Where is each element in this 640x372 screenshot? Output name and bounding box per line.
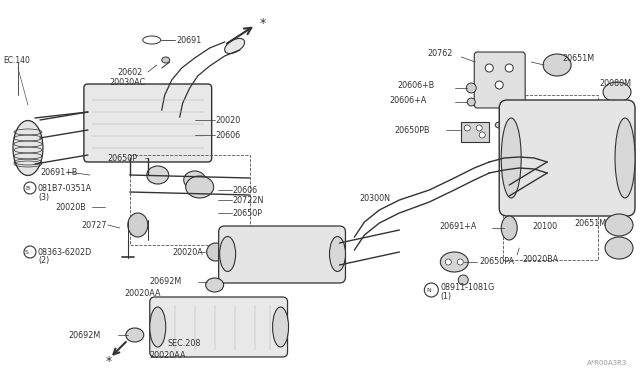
Ellipse shape [205, 278, 223, 292]
Ellipse shape [440, 252, 468, 272]
Text: 20300N: 20300N [360, 193, 390, 202]
Text: 20650PB: 20650PB [394, 125, 430, 135]
Text: 20020A: 20020A [173, 247, 204, 257]
Ellipse shape [615, 118, 635, 198]
Text: 20691+A: 20691+A [439, 221, 477, 231]
Ellipse shape [184, 171, 205, 189]
Text: 20650P: 20650P [108, 154, 138, 163]
Text: N: N [426, 288, 431, 292]
Text: 20691: 20691 [177, 35, 202, 45]
Ellipse shape [501, 216, 517, 240]
Ellipse shape [605, 237, 633, 259]
Ellipse shape [147, 166, 169, 184]
Bar [130, 155, 250, 245]
Circle shape [476, 125, 483, 131]
Text: 081B7-0351A: 081B7-0351A [38, 183, 92, 192]
Text: 20020AA: 20020AA [150, 350, 186, 359]
Text: 20722N: 20722N [232, 196, 264, 205]
Text: 20692M: 20692M [68, 330, 100, 340]
Text: (3): (3) [38, 192, 49, 202]
Ellipse shape [501, 118, 521, 198]
Text: (2): (2) [38, 257, 49, 266]
Ellipse shape [128, 213, 148, 237]
Ellipse shape [162, 57, 170, 63]
Ellipse shape [543, 54, 571, 76]
FancyBboxPatch shape [499, 100, 635, 216]
Text: 20606+B: 20606+B [397, 80, 435, 90]
Text: 20692M: 20692M [150, 278, 182, 286]
Text: 20100: 20100 [532, 221, 557, 231]
Text: S: S [25, 250, 29, 254]
Ellipse shape [150, 307, 166, 347]
Text: 08363-6202D: 08363-6202D [38, 247, 92, 257]
Circle shape [479, 132, 485, 138]
Ellipse shape [220, 237, 236, 272]
Ellipse shape [458, 275, 468, 285]
Text: EC.140: EC.140 [3, 55, 30, 64]
Text: 20606: 20606 [216, 131, 241, 140]
FancyBboxPatch shape [84, 84, 212, 162]
Text: 20020: 20020 [216, 115, 241, 125]
Text: 20650PA: 20650PA [479, 257, 515, 266]
Text: SEC.208: SEC.208 [168, 339, 201, 347]
Text: 20080M: 20080M [599, 78, 631, 87]
FancyBboxPatch shape [474, 52, 525, 108]
Text: 20020BA: 20020BA [522, 256, 559, 264]
Text: B: B [26, 186, 30, 190]
Ellipse shape [126, 328, 144, 342]
Ellipse shape [605, 214, 633, 236]
Circle shape [495, 81, 503, 89]
Text: 20691+B: 20691+B [40, 167, 77, 176]
Ellipse shape [13, 121, 43, 176]
Circle shape [467, 83, 476, 93]
Circle shape [458, 259, 463, 265]
Text: *: * [260, 16, 266, 29]
Text: 20606+A: 20606+A [389, 96, 427, 105]
Circle shape [467, 98, 476, 106]
Text: 20030AC: 20030AC [110, 77, 146, 87]
Text: (1): (1) [440, 292, 451, 301]
Text: 08911-1081G: 08911-1081G [440, 282, 495, 292]
Text: 20650P: 20650P [232, 208, 262, 218]
Ellipse shape [330, 237, 346, 272]
Text: 20762: 20762 [428, 48, 452, 58]
Text: A*R00A3R3: A*R00A3R3 [587, 360, 627, 366]
Bar [503, 95, 598, 260]
Text: 20020B: 20020B [55, 202, 86, 212]
Bar [461, 122, 489, 142]
Circle shape [464, 125, 470, 131]
Text: *: * [106, 356, 112, 369]
Circle shape [485, 64, 493, 72]
Ellipse shape [207, 243, 225, 261]
Ellipse shape [225, 38, 244, 54]
Ellipse shape [186, 176, 214, 198]
Circle shape [445, 259, 451, 265]
Text: 20651M: 20651M [574, 218, 606, 228]
FancyBboxPatch shape [150, 297, 287, 357]
Text: 20020AA: 20020AA [125, 289, 161, 298]
Circle shape [505, 64, 513, 72]
Text: 20602: 20602 [118, 67, 143, 77]
Text: 20727: 20727 [82, 221, 108, 230]
Ellipse shape [273, 307, 289, 347]
Text: 20606: 20606 [232, 186, 258, 195]
Ellipse shape [603, 82, 631, 102]
Ellipse shape [495, 122, 503, 128]
Text: 20651M: 20651M [562, 54, 595, 62]
FancyBboxPatch shape [219, 226, 346, 283]
